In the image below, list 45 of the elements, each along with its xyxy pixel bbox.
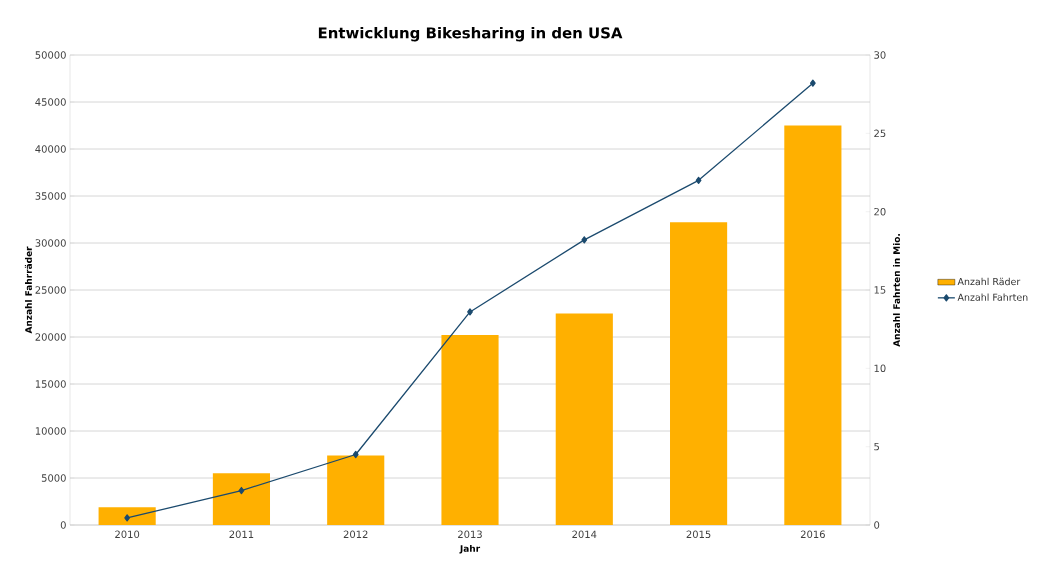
y2-tick-label: 15 [874,286,886,294]
bar [98,507,156,525]
y-tick-label: 0 [60,521,66,529]
y2-tick-label: 0 [874,521,880,529]
y-tick-label: 25000 [35,286,66,294]
y-tick-label: 10000 [35,427,66,435]
bar [327,455,385,525]
y-tick-label: 20000 [35,333,66,341]
point [352,450,359,459]
y-tick-label: 15000 [35,380,66,388]
x-axis-title: Jahr [459,544,481,554]
x-tick-label: 2011 [229,530,254,539]
point [809,79,816,87]
point [695,176,702,184]
x-tick-label: 2010 [115,530,140,539]
bar [441,335,499,525]
y-axis-title: Anzahl Fahrräder [24,246,32,334]
point [124,514,131,522]
y2-tick-label: 20 [874,207,886,216]
x-tick-label: 2016 [800,530,825,539]
point [467,308,473,316]
bar [784,125,842,525]
y-tick-label: 30000 [35,239,66,247]
x-tick-label: 2012 [343,530,368,539]
y2-axis-title: Anzahl Fahrten in Mio. [893,234,900,347]
y-tick-label: 45000 [35,98,66,106]
bar [670,222,728,525]
bar [212,473,270,525]
y2-tick-label: 25 [874,129,886,138]
y2-tick-label: 10 [874,364,886,373]
x-tick-label: 2013 [458,530,482,539]
legend-label: Anzahl Fahrten [957,293,1028,301]
legend-label: Anzahl Räder [957,277,1021,286]
point [238,486,245,495]
y2-tick-label: 30 [874,51,886,59]
y-tick-label: 5000 [41,474,66,482]
y-tick-label: 35000 [35,192,66,200]
bar [555,313,613,525]
chart-title: Entwicklung Bikesharing in den USA [318,26,623,42]
y2-tick-label: 5 [874,442,879,451]
x-tick-label: 2014 [572,530,597,539]
y-tick-label: 40000 [35,145,66,153]
point [581,236,588,244]
y-tick-label: 50000 [35,51,66,59]
x-tick-label: 2015 [686,530,711,539]
